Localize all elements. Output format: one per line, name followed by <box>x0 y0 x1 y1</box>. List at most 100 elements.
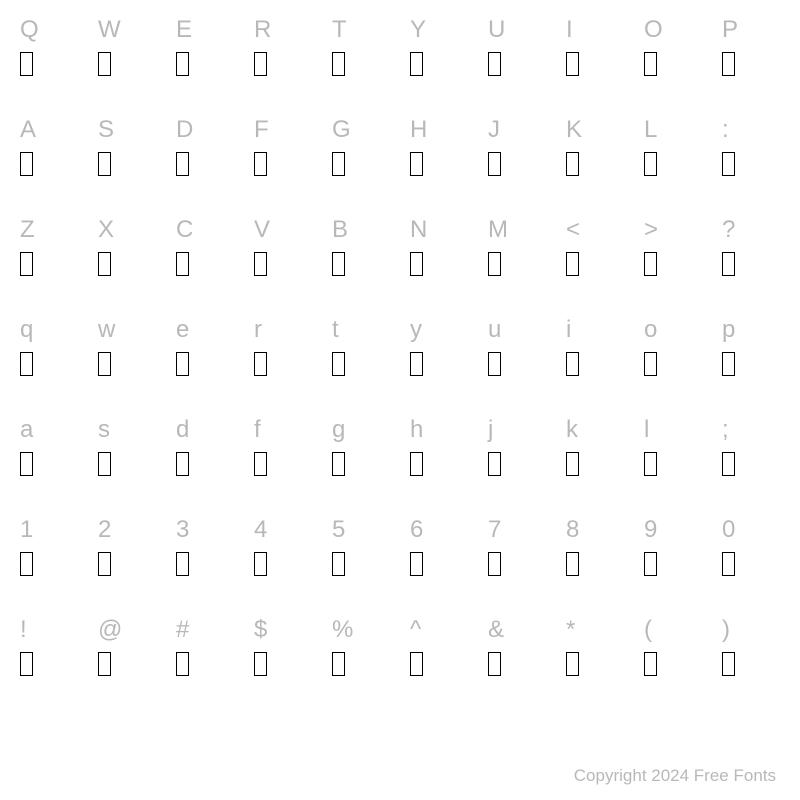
character-cell: I <box>566 18 624 76</box>
character-label: 7 <box>488 518 501 542</box>
missing-glyph-icon <box>644 452 657 476</box>
character-cell: ( <box>644 618 702 676</box>
character-label: ( <box>644 618 652 642</box>
character-row: !@#$%^&*() <box>20 618 780 676</box>
missing-glyph-icon <box>722 152 735 176</box>
missing-glyph-icon <box>644 352 657 376</box>
character-label: ? <box>722 218 735 242</box>
character-label: % <box>332 618 353 642</box>
missing-glyph-icon <box>20 252 33 276</box>
character-cell: e <box>176 318 234 376</box>
missing-glyph-icon <box>332 652 345 676</box>
missing-glyph-icon <box>566 352 579 376</box>
missing-glyph-icon <box>332 52 345 76</box>
character-label: ^ <box>410 618 421 642</box>
character-label: C <box>176 218 193 242</box>
missing-glyph-icon <box>722 252 735 276</box>
character-label: l <box>644 418 649 442</box>
missing-glyph-icon <box>722 352 735 376</box>
character-cell: L <box>644 118 702 176</box>
character-row: asdfghjkl; <box>20 418 780 476</box>
character-label: ) <box>722 618 730 642</box>
character-cell: : <box>722 118 780 176</box>
character-cell: 6 <box>410 518 468 576</box>
character-cell: * <box>566 618 624 676</box>
missing-glyph-icon <box>176 352 189 376</box>
character-cell: i <box>566 318 624 376</box>
character-label: g <box>332 418 345 442</box>
character-cell: & <box>488 618 546 676</box>
missing-glyph-icon <box>254 252 267 276</box>
character-row: ZXCVBNM<>? <box>20 218 780 276</box>
missing-glyph-icon <box>722 452 735 476</box>
character-label: e <box>176 318 189 342</box>
character-label: f <box>254 418 261 442</box>
missing-glyph-icon <box>254 652 267 676</box>
character-cell: q <box>20 318 78 376</box>
missing-glyph-icon <box>332 352 345 376</box>
missing-glyph-icon <box>176 452 189 476</box>
missing-glyph-icon <box>98 52 111 76</box>
missing-glyph-icon <box>20 152 33 176</box>
character-cell: P <box>722 18 780 76</box>
character-cell: y <box>410 318 468 376</box>
missing-glyph-icon <box>254 152 267 176</box>
missing-glyph-icon <box>644 252 657 276</box>
character-cell: 8 <box>566 518 624 576</box>
character-label: D <box>176 118 193 142</box>
character-label: J <box>488 118 500 142</box>
missing-glyph-icon <box>410 652 423 676</box>
character-cell: Y <box>410 18 468 76</box>
character-cell: @ <box>98 618 156 676</box>
character-label: M <box>488 218 508 242</box>
missing-glyph-icon <box>176 152 189 176</box>
missing-glyph-icon <box>566 552 579 576</box>
character-label: ! <box>20 618 27 642</box>
missing-glyph-icon <box>644 152 657 176</box>
character-cell: k <box>566 418 624 476</box>
character-cell: # <box>176 618 234 676</box>
character-label: 6 <box>410 518 423 542</box>
missing-glyph-icon <box>410 352 423 376</box>
missing-glyph-icon <box>488 252 501 276</box>
missing-glyph-icon <box>20 52 33 76</box>
character-cell: T <box>332 18 390 76</box>
character-cell: d <box>176 418 234 476</box>
character-cell: p <box>722 318 780 376</box>
character-label: G <box>332 118 351 142</box>
character-label: Y <box>410 18 426 42</box>
missing-glyph-icon <box>332 152 345 176</box>
missing-glyph-icon <box>722 552 735 576</box>
character-cell: 1 <box>20 518 78 576</box>
missing-glyph-icon <box>254 452 267 476</box>
missing-glyph-icon <box>410 252 423 276</box>
missing-glyph-icon <box>488 52 501 76</box>
character-cell: K <box>566 118 624 176</box>
character-cell: r <box>254 318 312 376</box>
character-label: N <box>410 218 427 242</box>
character-cell: 3 <box>176 518 234 576</box>
character-label: k <box>566 418 578 442</box>
character-label: & <box>488 618 504 642</box>
character-cell: A <box>20 118 78 176</box>
character-label: 5 <box>332 518 345 542</box>
character-cell: o <box>644 318 702 376</box>
missing-glyph-icon <box>98 552 111 576</box>
missing-glyph-icon <box>488 452 501 476</box>
character-cell: N <box>410 218 468 276</box>
character-label: : <box>722 118 729 142</box>
character-label: B <box>332 218 348 242</box>
character-cell: W <box>98 18 156 76</box>
character-label: Z <box>20 218 35 242</box>
missing-glyph-icon <box>644 652 657 676</box>
missing-glyph-icon <box>410 152 423 176</box>
character-cell: R <box>254 18 312 76</box>
character-cell: 5 <box>332 518 390 576</box>
missing-glyph-icon <box>98 652 111 676</box>
character-label: T <box>332 18 347 42</box>
character-cell: j <box>488 418 546 476</box>
character-label: d <box>176 418 189 442</box>
character-cell: u <box>488 318 546 376</box>
character-label: E <box>176 18 192 42</box>
character-cell: < <box>566 218 624 276</box>
